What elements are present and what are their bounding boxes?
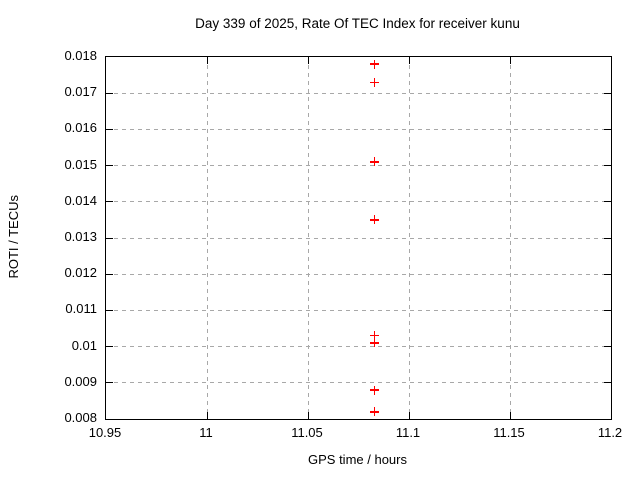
data-point-plus-marker	[370, 338, 380, 348]
x-axis-label: GPS time / hours	[308, 452, 407, 467]
x-tick-label: 11.05	[291, 425, 323, 440]
y-tick-label: 0.016	[64, 120, 97, 136]
y-gridline	[106, 309, 611, 311]
y-gridline	[106, 382, 611, 384]
y-tick-label: 0.008	[64, 410, 97, 425]
x-tick-mark-top	[307, 57, 309, 64]
data-point-plus-marker	[370, 77, 380, 87]
y-tick-mark-right	[604, 382, 611, 384]
y-tick-mark-left	[106, 128, 113, 130]
y-gridline	[106, 201, 611, 203]
y-tick-mark-right	[604, 128, 611, 130]
y-tick-label: 0.009	[64, 373, 97, 389]
y-tick-mark-left	[106, 309, 113, 311]
chart-title: Day 339 of 2025, Rate Of TEC Index for r…	[195, 16, 520, 31]
x-tick-mark-top	[509, 57, 511, 64]
data-point-plus-marker	[370, 59, 380, 69]
y-tick-mark-left	[106, 273, 113, 275]
x-tick-mark-bottom	[206, 412, 208, 419]
y-gridline	[106, 165, 611, 167]
y-gridline	[106, 346, 611, 348]
x-gridline	[206, 57, 208, 419]
y-tick-mark-right	[604, 237, 611, 239]
y-tick-mark-right	[604, 309, 611, 311]
x-tick-label: 11.1	[395, 425, 421, 440]
x-tick-mark-top	[206, 57, 208, 64]
y-tick-mark-right	[604, 92, 611, 94]
y-tick-label: 0.012	[64, 265, 97, 281]
data-point-plus-marker	[370, 215, 380, 225]
x-tick-label: 11.15	[493, 425, 525, 440]
y-tick-label: 0.017	[64, 84, 97, 100]
plot-area	[105, 56, 612, 420]
y-tick-label: 0.01	[71, 337, 97, 353]
x-gridline	[307, 57, 309, 419]
data-point-plus-marker	[370, 157, 380, 167]
y-tick-mark-left	[106, 201, 113, 203]
x-gridline	[408, 57, 410, 419]
y-tick-label: 0.013	[64, 229, 97, 244]
y-gridline	[106, 237, 611, 239]
x-tick-mark-bottom	[509, 412, 511, 419]
y-tick-mark-right	[604, 273, 611, 275]
x-tick-mark-top	[408, 57, 410, 64]
data-point-plus-marker	[370, 407, 380, 417]
x-tick-mark-bottom	[307, 412, 309, 419]
y-gridline	[106, 128, 611, 130]
y-tick-mark-left	[106, 165, 113, 167]
y-gridline	[106, 273, 611, 275]
data-point-plus-marker	[370, 385, 380, 395]
y-tick-mark-left	[106, 382, 113, 384]
x-tick-label: 11	[199, 425, 213, 440]
y-tick-label: 0.015	[64, 156, 97, 172]
x-tick-label: 10.95	[88, 425, 122, 440]
data-point-plus-marker	[370, 331, 380, 341]
x-tick-mark-bottom	[408, 412, 410, 419]
y-tick-mark-right	[604, 201, 611, 203]
y-tick-mark-left	[106, 237, 113, 239]
y-tick-mark-left	[106, 346, 113, 348]
y-gridline	[106, 92, 611, 94]
y-tick-label: 0.014	[64, 192, 97, 208]
x-gridline	[509, 57, 511, 419]
y-tick-mark-left	[106, 92, 113, 94]
y-tick-label: 0.011	[65, 301, 97, 317]
y-tick-mark-right	[604, 346, 611, 348]
y-tick-mark-right	[604, 165, 611, 167]
x-tick-label: 11.2	[597, 425, 623, 440]
y-tick-label: 0.018	[64, 48, 97, 63]
